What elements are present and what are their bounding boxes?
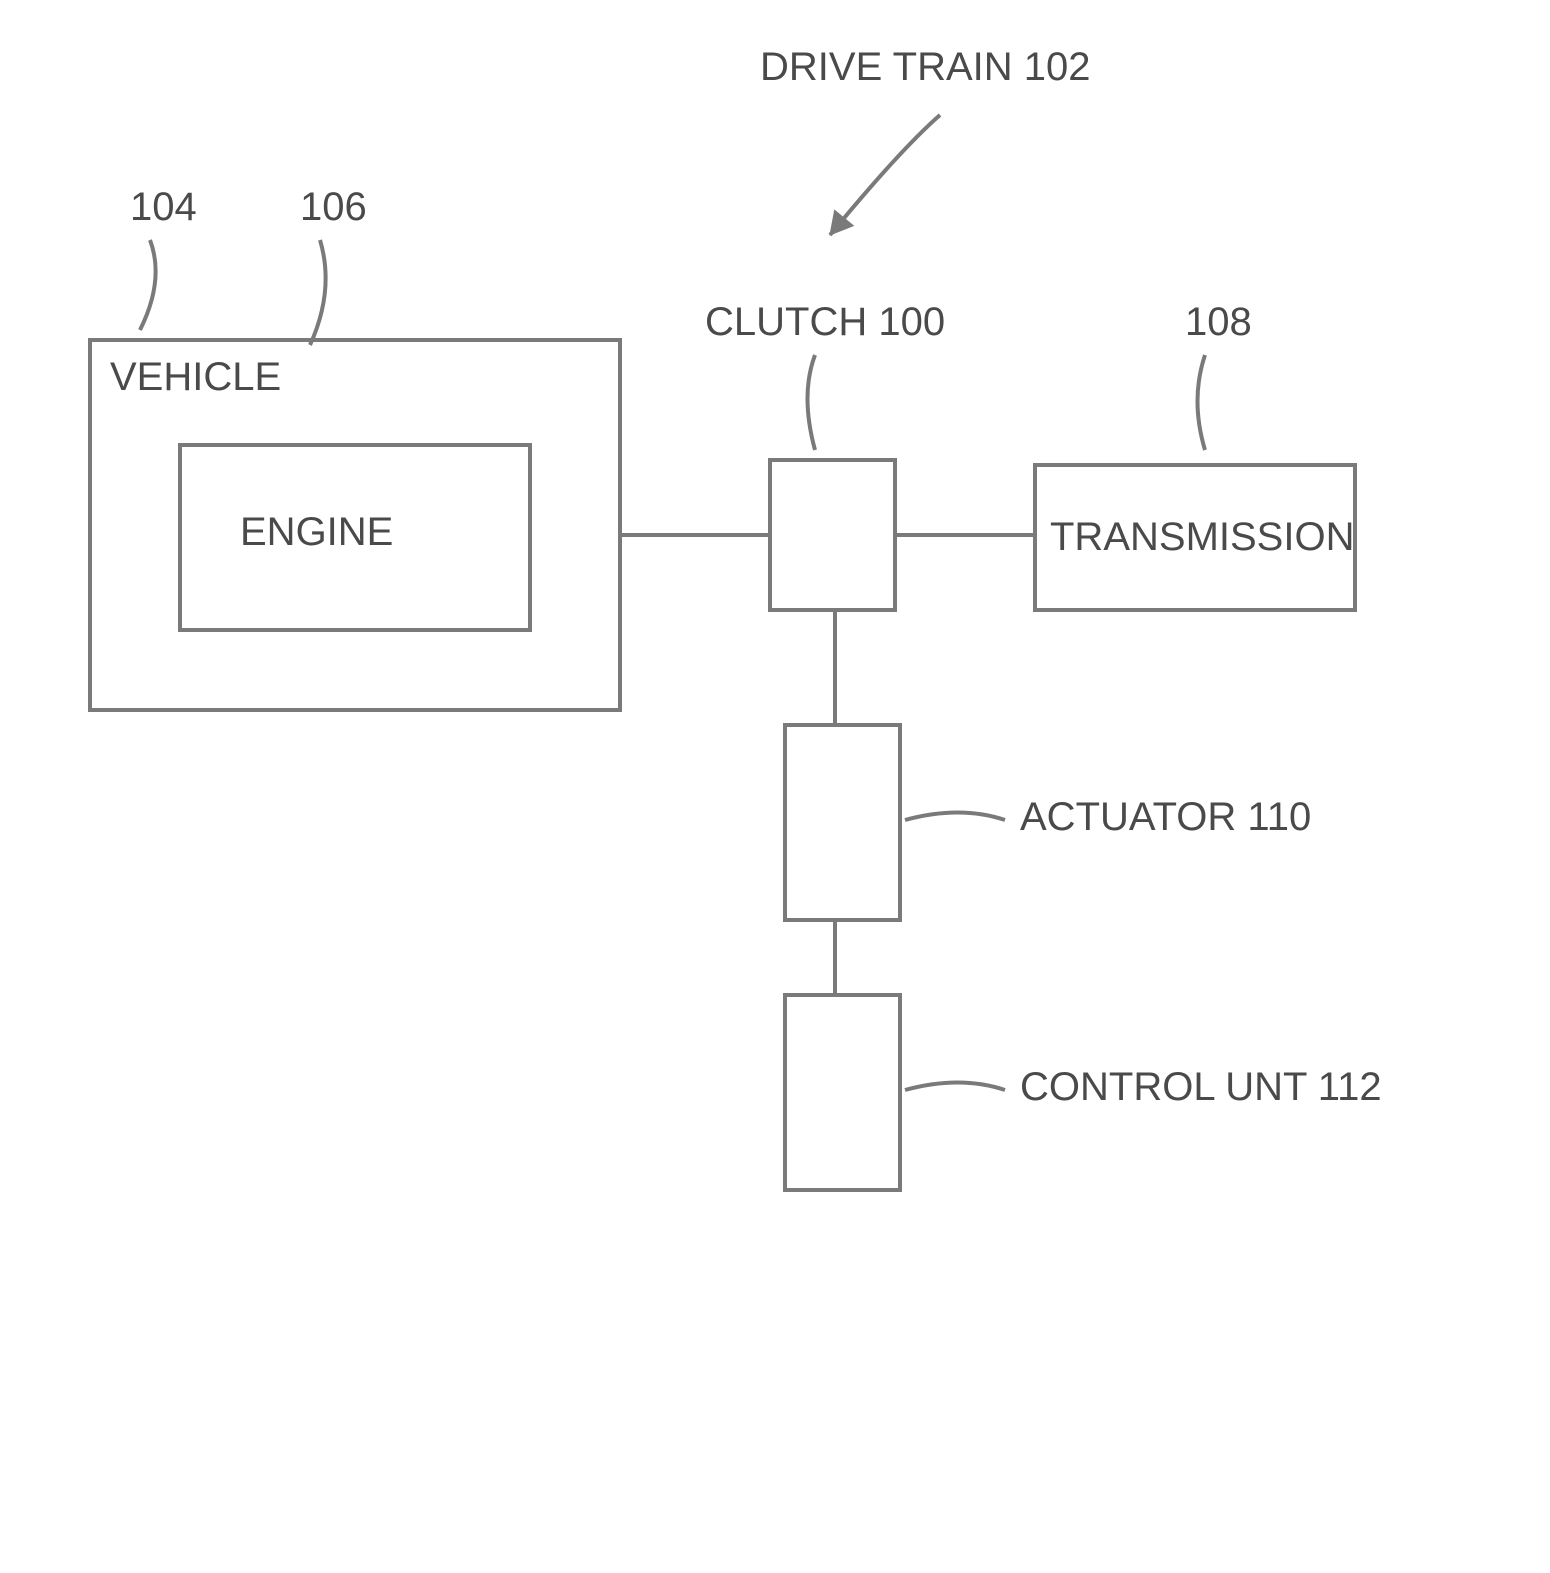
transmission-label: TRANSMISSION bbox=[1050, 515, 1354, 559]
control-lead bbox=[905, 1083, 1005, 1091]
engine-label: ENGINE bbox=[240, 510, 393, 554]
transmission-lead bbox=[1198, 355, 1206, 450]
vehicle-label: VEHICLE bbox=[110, 355, 281, 399]
engine-ref: 106 bbox=[300, 185, 367, 229]
title-arrow-shaft bbox=[830, 115, 940, 235]
title-label: DRIVE TRAIN 102 bbox=[760, 45, 1091, 89]
clutch-lead bbox=[808, 355, 816, 450]
actuator-lead bbox=[905, 813, 1005, 821]
actuator-ref: ACTUATOR 110 bbox=[1020, 795, 1311, 839]
vehicle-ref: 104 bbox=[130, 185, 197, 229]
clutch-box bbox=[770, 460, 895, 610]
actuator-box bbox=[785, 725, 900, 920]
clutch-ref: CLUTCH 100 bbox=[705, 300, 945, 344]
control-ref: CONTROL UNT 112 bbox=[1020, 1065, 1382, 1109]
control-box bbox=[785, 995, 900, 1190]
engine-lead bbox=[310, 240, 326, 345]
vehicle-lead bbox=[140, 240, 156, 330]
transmission-ref: 108 bbox=[1185, 300, 1252, 344]
